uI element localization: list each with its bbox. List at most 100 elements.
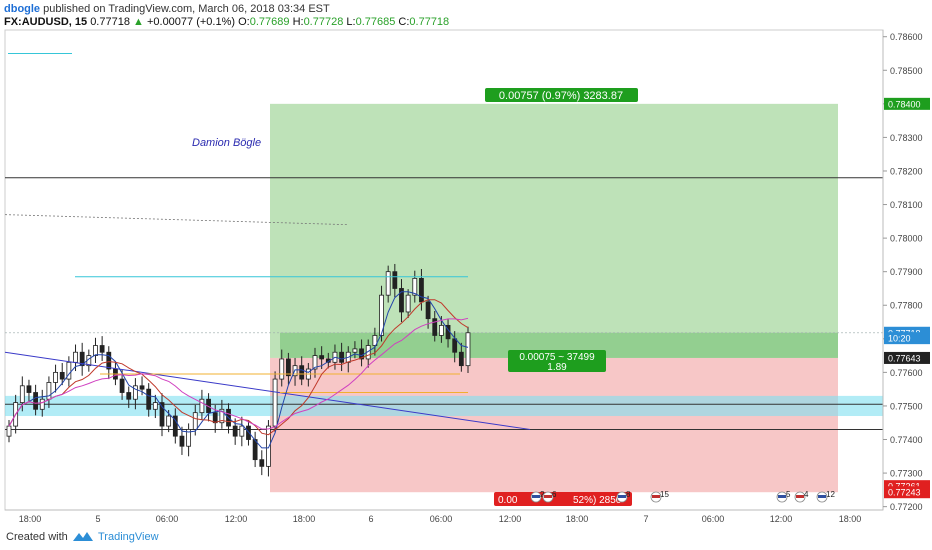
candle-body: [59, 371, 65, 380]
candle-body: [119, 378, 125, 393]
symbol-label: FX:AUDUSD, 15: [4, 16, 88, 28]
close-value: 0.77718: [409, 16, 450, 28]
x-tick-label: 7: [643, 514, 648, 523]
tradingview-brand[interactable]: TradingView: [98, 531, 159, 543]
candle-body: [419, 277, 424, 303]
event-count: 12: [826, 490, 835, 499]
y-tick-label: 0.78100: [890, 200, 923, 210]
candle-body: [392, 271, 398, 289]
candle-body: [399, 288, 404, 313]
event-flag-stripe: [778, 495, 786, 498]
created-with-text: Created with: [6, 531, 68, 543]
price-label: 0.77643: [888, 353, 921, 363]
x-tick-label: 18:00: [839, 514, 862, 523]
x-tick-label: 18:00: [19, 514, 42, 523]
stop-label-bg: [494, 492, 632, 506]
candle-body: [212, 412, 218, 424]
event-count: 2: [540, 490, 545, 499]
x-tick-label: 6: [368, 514, 373, 523]
last-price: 0.77718: [90, 16, 130, 28]
candle-body: [372, 335, 378, 346]
price-label-bg: [884, 332, 930, 345]
candle-body: [186, 429, 192, 447]
candle-body: [39, 398, 45, 410]
event-flag-stripe: [652, 495, 660, 498]
x-tick-label: 18:00: [566, 514, 589, 523]
candle-body: [458, 351, 464, 367]
candle-body: [252, 439, 258, 461]
candle-body: [312, 355, 318, 370]
change-value: +0.00077 (+0.1%): [146, 16, 236, 28]
signature-text: Damion Bögle: [192, 137, 261, 149]
event-count: 15: [660, 490, 669, 499]
price-chart[interactable]: Damion Bögle 0.00757 (0.97%) 3283.87 0.00 0…: [0, 0, 932, 523]
published-text: published on TradingView.com, March 06, …: [43, 3, 330, 15]
candle-body: [239, 425, 245, 437]
candle-body: [166, 415, 172, 427]
x-tick-label: 12:00: [499, 514, 522, 523]
candle-body: [272, 378, 278, 427]
candle-body: [172, 415, 178, 437]
candle-body: [99, 345, 105, 353]
candle-body: [379, 294, 384, 336]
candle-body: [339, 351, 345, 363]
candle-body: [152, 402, 158, 410]
stop-label: 0.00: [498, 495, 518, 506]
y-tick-label: 0.78500: [890, 66, 923, 76]
y-tick-label: 0.77900: [890, 267, 923, 277]
target-label: 0.00757 (0.97%) 3283.87: [499, 90, 623, 102]
candle-body: [106, 351, 112, 370]
low-value: 0.77685: [355, 16, 396, 28]
event-count: 5: [786, 490, 791, 499]
y-tick-label: 0.77800: [890, 301, 923, 311]
candle-body: [425, 301, 431, 320]
candle-body: [139, 385, 145, 390]
candle-body: [285, 358, 291, 377]
x-tick-label: 12:00: [225, 514, 248, 523]
candle-body: [232, 425, 238, 437]
footer: Created with TradingView: [0, 523, 932, 550]
mid-label-line2: 1.89: [547, 362, 567, 373]
y-tick-label: 0.78600: [890, 32, 923, 42]
candle-body: [66, 361, 72, 380]
dotted-arrow-line: [4, 214, 349, 226]
price-label-bg: [884, 97, 930, 110]
candle-body: [385, 271, 391, 296]
candle-body: [73, 351, 78, 363]
x-tick-label: 06:00: [430, 514, 453, 523]
open-label: O:: [238, 16, 250, 28]
event-flag-stripe: [796, 495, 804, 498]
candle-body: [132, 385, 138, 400]
candle-body: [259, 459, 265, 467]
target-label-bg: [485, 88, 638, 102]
candle-body: [159, 402, 165, 427]
candle-body: [405, 294, 411, 313]
y-tick-label: 0.77600: [890, 368, 923, 378]
candle-body: [46, 382, 52, 400]
candle-body: [352, 348, 358, 353]
ma-mid-line: [8, 299, 469, 436]
y-tick-label: 0.77500: [890, 401, 923, 411]
high-label: H:: [292, 16, 304, 28]
candle-body: [438, 324, 444, 336]
candle-body: [126, 392, 132, 400]
x-tick-label: 06:00: [156, 514, 179, 523]
trend-line: [4, 351, 531, 430]
event-flag-stripe: [818, 495, 826, 498]
author-link[interactable]: dbogle: [4, 3, 41, 15]
candle-body: [452, 338, 458, 353]
price-label: 0.77243: [888, 488, 921, 498]
x-tick-label: 06:00: [702, 514, 725, 523]
x-tick-label: 18:00: [293, 514, 316, 523]
ma-slow-line: [8, 317, 469, 430]
candle-body: [146, 388, 152, 410]
y-tick-label: 0.77400: [890, 435, 923, 445]
candle-body: [192, 412, 198, 430]
candle-body: [199, 398, 205, 414]
candle-body: [19, 385, 25, 403]
candle-body: [53, 371, 58, 383]
stop-label-rest: 52%) 2850: [573, 495, 622, 506]
low-label: L:: [346, 16, 356, 28]
open-value: 0.77689: [249, 16, 290, 28]
event-flag-stripe: [532, 495, 540, 498]
